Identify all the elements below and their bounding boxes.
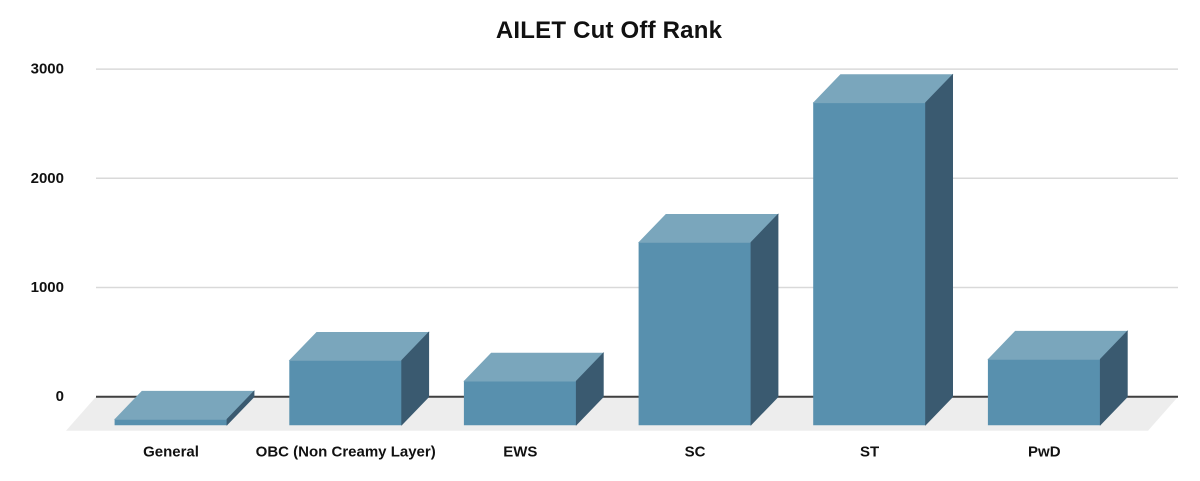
bar-face-side	[575, 352, 604, 426]
bar-face-front	[813, 102, 926, 426]
y-axis-tick-label-2000: 2000	[31, 170, 64, 187]
bar-face-side	[750, 213, 779, 426]
bar-face-side	[401, 331, 430, 426]
bar-face-front	[114, 418, 228, 426]
bar-obc-non-creamy-layer	[288, 331, 430, 426]
bar-face-front	[987, 358, 1101, 426]
bar-face-side	[925, 73, 953, 426]
y-axis-tick-label-0: 0	[56, 388, 64, 405]
bar-pwd	[987, 330, 1129, 426]
bar-ews	[463, 352, 605, 426]
bar-sc	[638, 213, 779, 426]
bar-st	[812, 73, 954, 426]
y-axis-tick-label-3000: 3000	[31, 61, 64, 78]
chart-title: AILET Cut Off Rank	[495, 17, 723, 44]
bar-face-front	[289, 359, 403, 426]
bar-general	[114, 390, 255, 426]
bar-face-front	[463, 380, 577, 426]
bar-face-side	[226, 390, 255, 426]
x-axis-category-label-obc-non-creamy-layer: OBC (Non Creamy Layer)	[256, 444, 436, 461]
bar-face-side	[1099, 330, 1128, 426]
x-axis-category-label-ews: EWS	[503, 444, 537, 461]
bar-face-front	[638, 241, 752, 426]
y-axis-tick-label-1000: 1000	[31, 279, 64, 296]
x-axis-category-label-general: General	[143, 444, 199, 461]
x-axis-category-label-sc: SC	[685, 444, 706, 461]
x-axis-category-label-pwd: PwD	[1028, 444, 1061, 461]
x-axis-category-label-st: ST	[860, 444, 879, 461]
